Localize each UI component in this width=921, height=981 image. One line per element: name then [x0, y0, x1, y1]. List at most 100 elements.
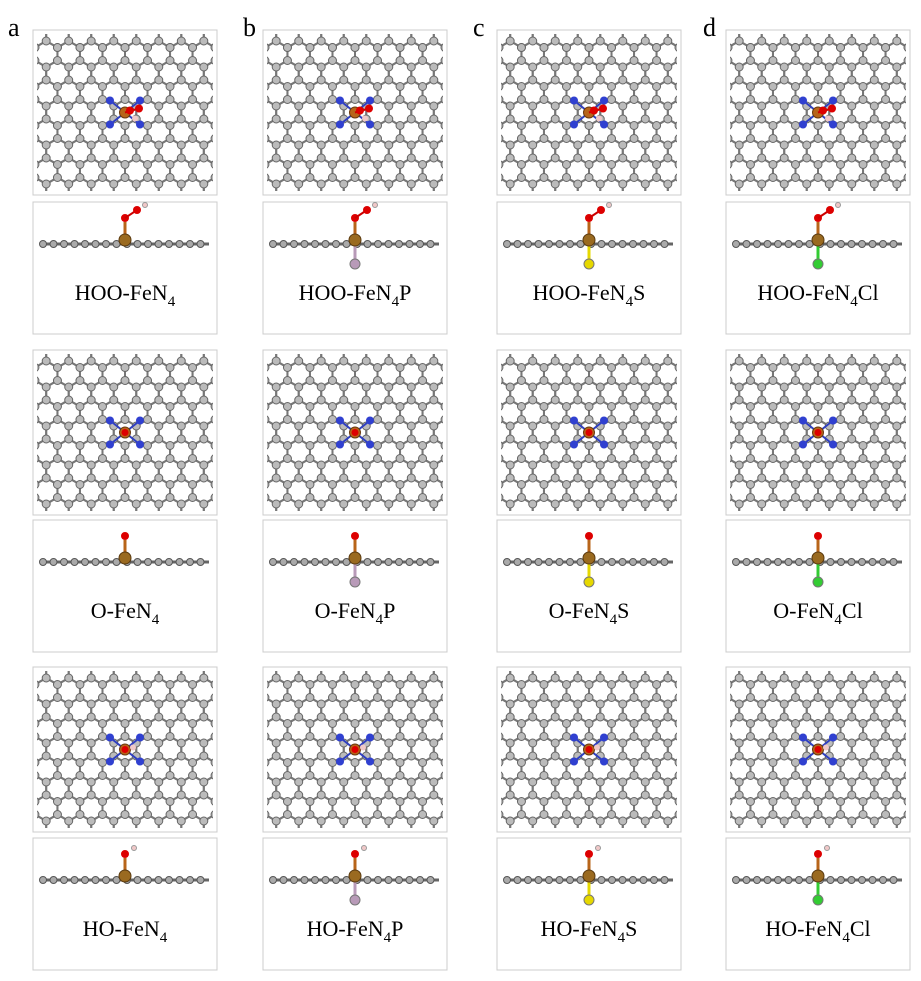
carbon-atom: [20, 817, 28, 825]
carbon-atom: [166, 122, 174, 130]
bond: [0, 776, 1, 783]
carbon-atom: [189, 364, 197, 372]
bond: [294, 342, 305, 349]
carbon-atom: [177, 76, 185, 84]
bond: [12, 100, 23, 107]
bond: [12, 498, 23, 505]
bond: [0, 737, 1, 744]
carbon-atom: [189, 720, 197, 728]
bond: [1, 217, 12, 224]
carbon-atom: [87, 422, 95, 430]
bond: [215, 22, 226, 29]
bond: [12, 459, 23, 466]
carbon-atom: [166, 442, 174, 450]
carbon-atom: [20, 422, 28, 430]
carbon-atom: [222, 422, 230, 430]
carbon-atom: [20, 513, 28, 521]
bond: [91, 22, 102, 29]
bond: [226, 659, 237, 666]
carbon-atom: [234, 720, 242, 728]
carbon-atom: [8, 481, 16, 489]
bond: [102, 2, 113, 9]
n-atom: [106, 121, 114, 129]
carbon-atom: [65, 115, 73, 123]
bond: [114, 22, 125, 29]
carbon-atom: [145, 559, 152, 566]
bond: [226, 815, 237, 822]
bond: [1, 815, 12, 822]
carbon-atom: [20, 661, 28, 669]
bond: [1, 498, 12, 505]
carbon-atom: [189, 174, 197, 182]
carbon-atom: [132, 396, 140, 404]
bond: [238, 197, 249, 204]
carbon-atom: [98, 338, 106, 346]
bond: [238, 698, 249, 705]
bond: [0, 139, 1, 146]
carbon-atom: [155, 752, 163, 760]
bond: [1, 197, 12, 204]
bond: [0, 459, 1, 466]
n-atom: [106, 441, 114, 449]
bond: [0, 815, 1, 822]
carbon-atom: [20, 154, 28, 162]
carbon-atom: [166, 694, 174, 702]
bond: [12, 158, 23, 165]
bond: [125, 342, 136, 349]
bond: [12, 498, 23, 505]
bond: [12, 197, 23, 204]
bond: [226, 322, 237, 329]
bond: [238, 795, 249, 802]
carbon-atom: [8, 798, 16, 806]
bond: [1, 100, 12, 107]
bond: [260, 22, 271, 29]
carbon-atom: [61, 241, 68, 248]
carbon-atom: [245, 154, 253, 162]
bond: [238, 873, 249, 880]
bond: [0, 478, 1, 485]
carbon-atom: [200, 435, 208, 443]
carbon-atom: [144, 122, 152, 130]
bond: [226, 119, 237, 126]
bond: [136, 342, 147, 349]
carbon-atom: [110, 357, 118, 365]
bond: [136, 22, 147, 29]
bond: [226, 41, 237, 48]
carbon-atom: [211, 655, 219, 663]
bond: [0, 854, 1, 861]
bond: [226, 678, 237, 685]
carbon-atom: [0, 830, 5, 838]
carbon-atom: [65, 180, 73, 188]
carbon-atom: [155, 76, 163, 84]
bond: [12, 678, 23, 685]
bond: [0, 537, 1, 544]
carbon-atom: [65, 37, 73, 45]
carbon-atom: [234, 5, 242, 13]
carbon-atom: [222, 102, 230, 110]
carbon-atom: [87, 396, 95, 404]
bond: [249, 459, 260, 466]
carbon-atom: [132, 37, 140, 45]
carbon-atom: [53, 377, 61, 385]
carbon-atom: [155, 559, 162, 566]
bond: [238, 400, 249, 407]
carbon-atom: [110, 383, 118, 391]
bond: [238, 381, 249, 388]
carbon-atom: [234, 135, 242, 143]
bond: [1, 80, 12, 87]
bond: [91, 2, 102, 9]
bond: [249, 322, 260, 329]
carbon-atom: [61, 559, 68, 566]
carbon-atom: [200, 357, 208, 365]
carbon-atom: [187, 241, 194, 248]
carbon-atom: [245, 115, 253, 123]
carbon-atom: [53, 174, 61, 182]
carbon-atom: [144, 44, 152, 52]
carbon-atom: [87, 115, 95, 123]
carbon-atom: [234, 364, 242, 372]
carbon-atom: [234, 96, 242, 104]
bond: [12, 698, 23, 705]
bond: [238, 80, 249, 87]
carbon-atom: [0, 869, 5, 877]
carbon-atom: [222, 141, 230, 149]
